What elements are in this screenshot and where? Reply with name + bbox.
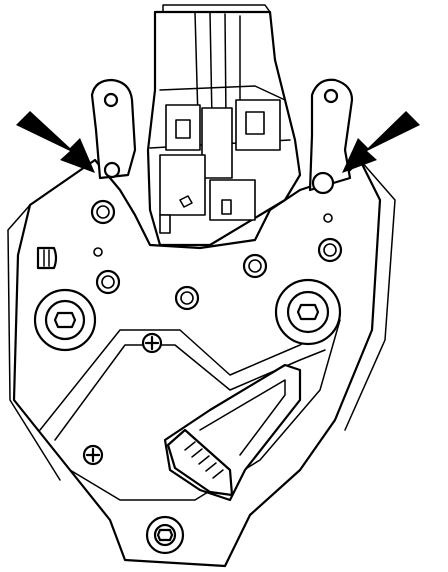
- connector-pin-slot: [221, 199, 232, 215]
- connector-block-mid: [201, 107, 233, 179]
- actuator-divider-1: [194, 11, 199, 121]
- right-mounting-ear: [308, 78, 354, 192]
- rivet-middle-left: [95, 269, 121, 295]
- housing-outer-edge: [7, 204, 61, 481]
- lower-block-left: [159, 154, 206, 216]
- connector-block-left: [165, 104, 201, 151]
- left-ear-hole: [103, 92, 119, 108]
- plate-ridge-inner: [54, 344, 326, 441]
- rivet-upper-right: [317, 237, 343, 263]
- phillips-screw-lower: [82, 444, 104, 466]
- right-ear-hole: [323, 88, 339, 104]
- latch-claw-inner: [199, 379, 286, 456]
- actuator-divider-2: [209, 11, 213, 121]
- left-mounting-ear: [90, 78, 137, 180]
- small-hole-2: [323, 213, 333, 223]
- connector-window-right: [245, 111, 265, 135]
- actuator-housing-back: [162, 4, 271, 13]
- rivet-middle: [174, 285, 200, 311]
- oblong-slot: [36, 246, 58, 270]
- latch-spring-coils: [184, 441, 224, 479]
- connector-window-left: [175, 119, 191, 139]
- rivet-upper-left: [90, 199, 116, 225]
- actuator-divider-3: [224, 13, 227, 121]
- right-callout-arrow: [342, 111, 420, 173]
- small-hole-1: [93, 247, 103, 257]
- connector-tab: [159, 214, 171, 234]
- oblong-slot-lines: [43, 249, 50, 267]
- left-callout-arrow: [16, 111, 95, 173]
- left-mounting-hole: [103, 161, 121, 179]
- lower-block-right: [209, 179, 256, 221]
- right-mounting-hole: [311, 171, 335, 195]
- housing-right-rim: [344, 159, 396, 431]
- rivet-center-right: [242, 253, 268, 279]
- connector-latch: [179, 195, 193, 208]
- actuator-ledge: [159, 85, 286, 101]
- pivot-bolt-left: [33, 288, 97, 352]
- phillips-screw-upper: [141, 332, 163, 354]
- bottom-mounting-bolt: [145, 515, 185, 555]
- pivot-bolt-right: [274, 278, 342, 346]
